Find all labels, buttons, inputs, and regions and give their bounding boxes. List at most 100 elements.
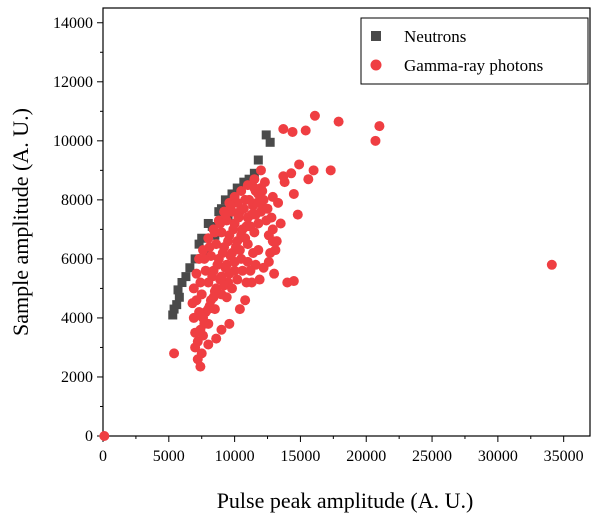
gamma-point xyxy=(234,304,245,315)
gamma-point xyxy=(190,342,201,353)
neutron-point xyxy=(174,292,184,302)
gamma-point xyxy=(203,304,214,315)
gamma-point xyxy=(309,110,320,121)
gamma-point xyxy=(249,183,260,194)
gamma-point xyxy=(220,209,231,220)
gamma-point xyxy=(204,242,215,253)
gamma-point xyxy=(255,165,266,176)
gamma-point xyxy=(208,292,219,303)
gamma-point xyxy=(192,354,203,365)
gamma-point xyxy=(195,324,206,335)
x-tick-label: 0 xyxy=(99,448,107,465)
gamma-point xyxy=(248,247,259,258)
gamma-point xyxy=(266,212,277,223)
gamma-point xyxy=(211,333,222,344)
gamma-point xyxy=(270,245,281,256)
gamma-point xyxy=(245,265,256,276)
gamma-point xyxy=(216,324,227,335)
gamma-point xyxy=(237,265,248,276)
gamma-point xyxy=(241,277,252,288)
y-tick-label: 8000 xyxy=(61,192,93,209)
legend-marker-neutrons xyxy=(371,31,381,41)
gamma-point xyxy=(259,177,270,188)
gamma-point xyxy=(269,268,280,279)
x-tick-label: 20000 xyxy=(346,448,386,465)
gamma-point xyxy=(99,431,110,441)
gamma-point xyxy=(253,218,264,229)
gamma-point xyxy=(288,276,299,287)
gamma-point xyxy=(303,174,314,185)
x-tick-label: 30000 xyxy=(478,448,518,465)
gamma-point xyxy=(224,268,235,279)
gamma-point xyxy=(254,274,265,285)
neutron-point xyxy=(168,310,178,320)
gamma-point xyxy=(267,236,278,247)
x-tick-label: 35000 xyxy=(544,448,584,465)
neutron-point xyxy=(172,300,182,310)
gamma-point xyxy=(275,218,286,229)
gamma-point xyxy=(374,121,385,132)
gamma-point xyxy=(240,233,251,244)
gamma-point xyxy=(258,262,269,273)
gamma-point xyxy=(286,168,297,179)
neutron-point xyxy=(253,155,263,165)
legend-box xyxy=(360,17,589,85)
gamma-point xyxy=(255,197,266,208)
gamma-point xyxy=(228,224,239,235)
gamma-point xyxy=(226,283,237,294)
gamma-point xyxy=(273,197,284,208)
gamma-point xyxy=(212,259,223,270)
gamma-point xyxy=(249,174,260,185)
gamma-point xyxy=(308,165,319,176)
gamma-point xyxy=(232,274,243,285)
neutron-point xyxy=(244,174,254,184)
y-tick-label: 12000 xyxy=(53,74,93,91)
neutron-point xyxy=(197,233,207,243)
legend-label-gamma: Gamma-ray photons xyxy=(404,56,543,75)
gamma-point xyxy=(203,339,214,350)
gamma-point xyxy=(203,233,214,244)
y-tick-label: 10000 xyxy=(53,133,93,150)
neutron-point xyxy=(173,285,183,295)
gamma-point xyxy=(288,188,299,199)
gamma-point xyxy=(278,171,289,182)
gamma-point xyxy=(188,283,199,294)
gamma-point xyxy=(294,159,305,170)
gamma-point xyxy=(225,200,236,211)
gamma-point xyxy=(219,280,230,291)
gamma-point xyxy=(198,312,209,323)
x-tick-label: 5000 xyxy=(153,448,185,465)
gamma-point xyxy=(546,259,557,270)
neutron-point xyxy=(185,263,195,273)
neutron-point xyxy=(261,130,271,140)
gamma-point xyxy=(217,247,228,258)
gamma-point xyxy=(244,194,255,205)
gamma-point xyxy=(333,116,344,127)
gamma-point xyxy=(370,135,381,146)
gamma-point xyxy=(229,256,240,267)
neutron-point xyxy=(265,137,275,147)
gamma-point xyxy=(224,318,235,329)
gamma-point xyxy=(242,256,253,267)
x-tick-label: 15000 xyxy=(280,448,320,465)
gamma-point xyxy=(238,203,249,214)
gamma-point xyxy=(195,277,206,288)
y-tick-label: 0 xyxy=(85,428,93,445)
gamma-point xyxy=(221,292,232,303)
y-tick-label: 2000 xyxy=(61,369,93,386)
y-tick-label: 14000 xyxy=(53,15,93,32)
gamma-point xyxy=(240,295,251,306)
legend-label-neutrons: Neutrons xyxy=(404,27,466,46)
neutron-point xyxy=(181,272,191,282)
x-axis-title: Pulse peak amplitude (A. U.) xyxy=(217,488,474,513)
gamma-point xyxy=(200,265,211,276)
gamma-point xyxy=(199,253,210,264)
gamma-point xyxy=(236,186,247,197)
y-tick-label: 4000 xyxy=(61,310,93,327)
x-tick-label: 25000 xyxy=(412,448,452,465)
gamma-point xyxy=(234,245,245,256)
legend-marker-gamma xyxy=(370,59,382,71)
gamma-point xyxy=(223,236,234,247)
y-tick-label: 6000 xyxy=(61,251,93,268)
